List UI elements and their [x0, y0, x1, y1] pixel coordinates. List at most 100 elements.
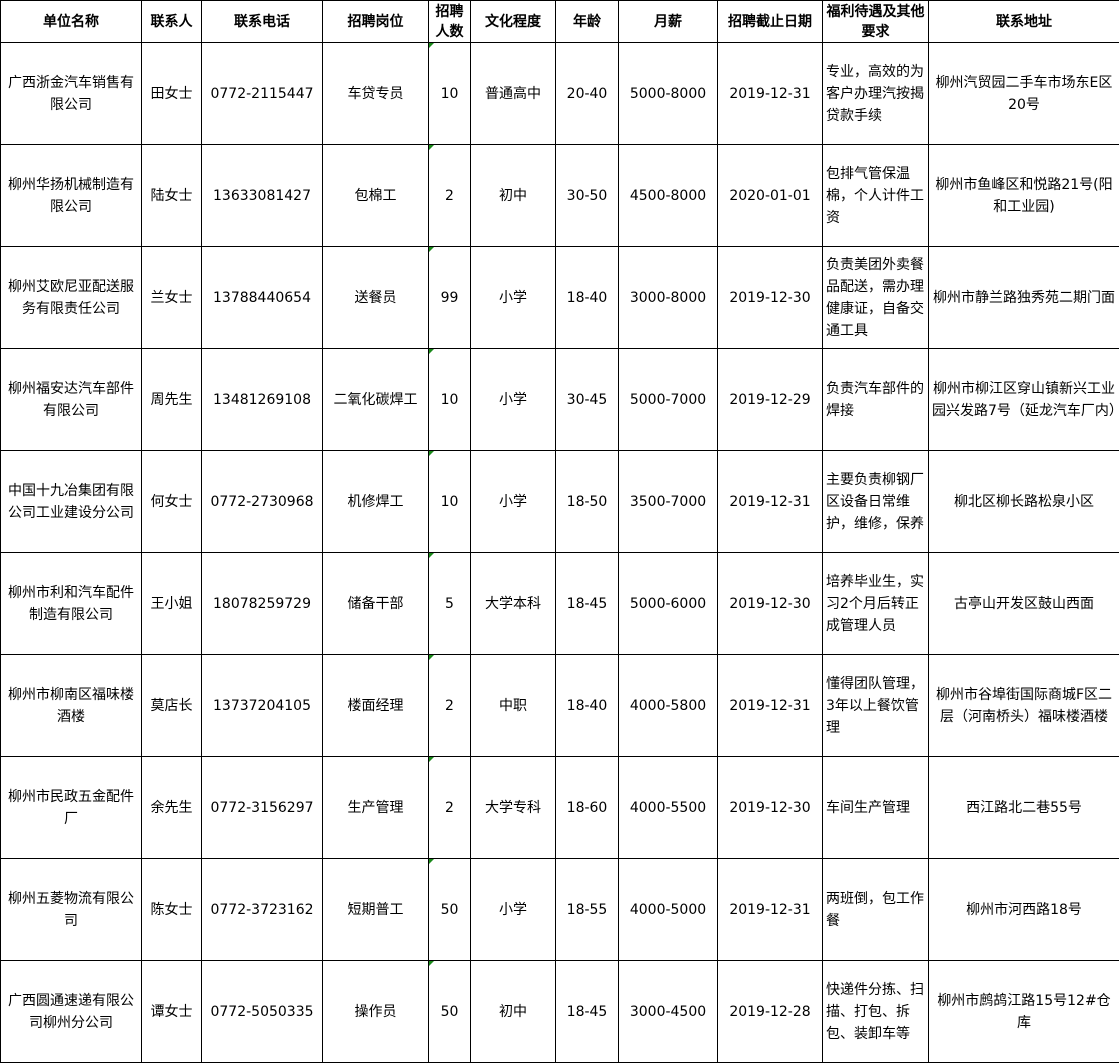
- cell-salary[interactable]: 4000-5800: [618, 654, 718, 757]
- cell-position[interactable]: 送餐员: [322, 246, 429, 349]
- cell-age[interactable]: 18-40: [555, 246, 619, 349]
- cell-salary[interactable]: 4500-8000: [618, 144, 718, 247]
- cell-education[interactable]: 小学: [470, 246, 556, 349]
- cell-salary[interactable]: 4000-5500: [618, 756, 718, 859]
- cell-address[interactable]: 柳州市谷埠街国际商城F区二层（河南桥头）福味楼酒楼: [928, 654, 1119, 757]
- cell-benefits[interactable]: 专业，高效的为客户办理汽按揭贷款手续: [822, 42, 929, 145]
- cell-benefits[interactable]: 懂得团队管理，3年以上餐饮管理: [822, 654, 929, 757]
- cell-count[interactable]: 99: [428, 246, 471, 349]
- cell-company[interactable]: 柳州五菱物流有限公司: [0, 858, 142, 961]
- cell-contact[interactable]: 兰女士: [141, 246, 202, 349]
- cell-contact[interactable]: 何女士: [141, 450, 202, 553]
- cell-age[interactable]: 18-40: [555, 654, 619, 757]
- cell-count[interactable]: 2: [428, 144, 471, 247]
- cell-phone[interactable]: 0772-5050335: [201, 960, 323, 1063]
- cell-deadline[interactable]: 2019-12-31: [717, 654, 823, 757]
- cell-phone[interactable]: 18078259729: [201, 552, 323, 655]
- cell-company[interactable]: 柳州艾欧尼亚配送服务有限责任公司: [0, 246, 142, 349]
- cell-company[interactable]: 柳州福安达汽车部件有限公司: [0, 348, 142, 451]
- cell-company[interactable]: 柳州华扬机械制造有限公司: [0, 144, 142, 247]
- cell-count[interactable]: 10: [428, 450, 471, 553]
- cell-age[interactable]: 20-40: [555, 42, 619, 145]
- cell-salary[interactable]: 4000-5000: [618, 858, 718, 961]
- cell-address[interactable]: 古亭山开发区鼓山西面: [928, 552, 1119, 655]
- cell-education[interactable]: 中职: [470, 654, 556, 757]
- cell-contact[interactable]: 王小姐: [141, 552, 202, 655]
- cell-phone[interactable]: 13737204105: [201, 654, 323, 757]
- cell-age[interactable]: 18-45: [555, 960, 619, 1063]
- cell-address[interactable]: 柳州汽贸园二手车市场东E区20号: [928, 42, 1119, 145]
- cell-education[interactable]: 小学: [470, 348, 556, 451]
- cell-address[interactable]: 柳州市鹧鸪江路15号12#仓库: [928, 960, 1119, 1063]
- cell-phone[interactable]: 0772-3723162: [201, 858, 323, 961]
- cell-count[interactable]: 2: [428, 756, 471, 859]
- cell-phone[interactable]: 0772-2115447: [201, 42, 323, 145]
- cell-age[interactable]: 18-45: [555, 552, 619, 655]
- cell-contact[interactable]: 陆女士: [141, 144, 202, 247]
- cell-phone[interactable]: 13788440654: [201, 246, 323, 349]
- cell-benefits[interactable]: 主要负责柳钢厂区设备日常维护，维修，保养: [822, 450, 929, 553]
- cell-contact[interactable]: 周先生: [141, 348, 202, 451]
- cell-company[interactable]: 柳州市柳南区福味楼酒楼: [0, 654, 142, 757]
- cell-phone[interactable]: 13481269108: [201, 348, 323, 451]
- cell-benefits[interactable]: 两班倒，包工作餐: [822, 858, 929, 961]
- cell-address[interactable]: 柳州市鱼峰区和悦路21号(阳和工业园): [928, 144, 1119, 247]
- cell-position[interactable]: 二氧化碳焊工: [322, 348, 429, 451]
- cell-position[interactable]: 楼面经理: [322, 654, 429, 757]
- cell-address[interactable]: 柳北区柳长路松泉小区: [928, 450, 1119, 553]
- cell-age[interactable]: 30-45: [555, 348, 619, 451]
- cell-position[interactable]: 机修焊工: [322, 450, 429, 553]
- cell-age[interactable]: 18-50: [555, 450, 619, 553]
- cell-address[interactable]: 柳州市静兰路独秀苑二期门面: [928, 246, 1119, 349]
- cell-contact[interactable]: 谭女士: [141, 960, 202, 1063]
- cell-deadline[interactable]: 2019-12-31: [717, 450, 823, 553]
- cell-company[interactable]: 广西圆通速递有限公司柳州分公司: [0, 960, 142, 1063]
- cell-benefits[interactable]: 车间生产管理: [822, 756, 929, 859]
- cell-count[interactable]: 50: [428, 858, 471, 961]
- cell-education[interactable]: 普通高中: [470, 42, 556, 145]
- cell-position[interactable]: 操作员: [322, 960, 429, 1063]
- cell-education[interactable]: 小学: [470, 858, 556, 961]
- cell-company[interactable]: 广西浙金汽车销售有限公司: [0, 42, 142, 145]
- cell-age[interactable]: 30-50: [555, 144, 619, 247]
- cell-deadline[interactable]: 2019-12-28: [717, 960, 823, 1063]
- cell-contact[interactable]: 陈女士: [141, 858, 202, 961]
- cell-benefits[interactable]: 快递件分拣、扫描、打包、拆包、装卸车等: [822, 960, 929, 1063]
- cell-education[interactable]: 小学: [470, 450, 556, 553]
- cell-position[interactable]: 储备干部: [322, 552, 429, 655]
- cell-deadline[interactable]: 2019-12-31: [717, 42, 823, 145]
- cell-position[interactable]: 包棉工: [322, 144, 429, 247]
- cell-position[interactable]: 生产管理: [322, 756, 429, 859]
- cell-benefits[interactable]: 包排气管保温棉，个人计件工资: [822, 144, 929, 247]
- cell-education[interactable]: 大学专科: [470, 756, 556, 859]
- cell-address[interactable]: 西江路北二巷55号: [928, 756, 1119, 859]
- cell-benefits[interactable]: 负责汽车部件的焊接: [822, 348, 929, 451]
- cell-salary[interactable]: 5000-7000: [618, 348, 718, 451]
- cell-deadline[interactable]: 2020-01-01: [717, 144, 823, 247]
- cell-benefits[interactable]: 培养毕业生，实习2个月后转正成管理人员: [822, 552, 929, 655]
- cell-count[interactable]: 10: [428, 348, 471, 451]
- cell-salary[interactable]: 3000-4500: [618, 960, 718, 1063]
- cell-count[interactable]: 2: [428, 654, 471, 757]
- cell-phone[interactable]: 0772-3156297: [201, 756, 323, 859]
- cell-deadline[interactable]: 2019-12-29: [717, 348, 823, 451]
- cell-contact[interactable]: 余先生: [141, 756, 202, 859]
- cell-company[interactable]: 中国十九冶集团有限公司工业建设分公司: [0, 450, 142, 553]
- cell-age[interactable]: 18-60: [555, 756, 619, 859]
- cell-salary[interactable]: 5000-8000: [618, 42, 718, 145]
- cell-deadline[interactable]: 2019-12-31: [717, 858, 823, 961]
- cell-address[interactable]: 柳州市柳江区穿山镇新兴工业园兴发路7号（延龙汽车厂内）: [928, 348, 1119, 451]
- cell-salary[interactable]: 3500-7000: [618, 450, 718, 553]
- cell-education[interactable]: 大学本科: [470, 552, 556, 655]
- cell-contact[interactable]: 莫店长: [141, 654, 202, 757]
- cell-phone[interactable]: 0772-2730968: [201, 450, 323, 553]
- cell-education[interactable]: 初中: [470, 960, 556, 1063]
- cell-phone[interactable]: 13633081427: [201, 144, 323, 247]
- cell-address[interactable]: 柳州市河西路18号: [928, 858, 1119, 961]
- cell-position[interactable]: 车贷专员: [322, 42, 429, 145]
- cell-benefits[interactable]: 负责美团外卖餐品配送，需办理健康证，自备交通工具: [822, 246, 929, 349]
- cell-contact[interactable]: 田女士: [141, 42, 202, 145]
- cell-deadline[interactable]: 2019-12-30: [717, 756, 823, 859]
- cell-company[interactable]: 柳州市利和汽车配件制造有限公司: [0, 552, 142, 655]
- cell-education[interactable]: 初中: [470, 144, 556, 247]
